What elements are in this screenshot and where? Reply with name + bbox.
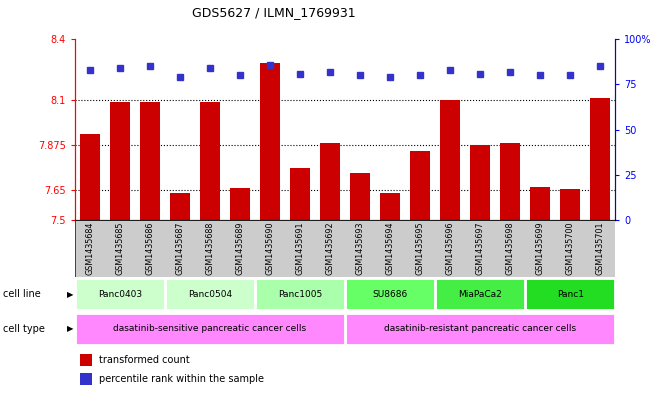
Bar bbox=[346, 314, 614, 344]
Text: GSM1435685: GSM1435685 bbox=[115, 222, 124, 275]
Bar bbox=[76, 314, 344, 344]
Bar bbox=[80, 354, 92, 366]
Text: GSM1435687: GSM1435687 bbox=[175, 222, 184, 275]
Bar bbox=[436, 279, 524, 309]
Bar bbox=[80, 373, 92, 385]
Text: GSM1435696: GSM1435696 bbox=[445, 222, 454, 275]
Text: GSM1435694: GSM1435694 bbox=[385, 222, 395, 275]
Text: Panc0403: Panc0403 bbox=[98, 290, 142, 299]
Bar bbox=[256, 279, 344, 309]
Bar bbox=[75, 220, 615, 277]
Text: Panc1005: Panc1005 bbox=[278, 290, 322, 299]
Text: GSM1435686: GSM1435686 bbox=[145, 222, 154, 275]
Bar bbox=[110, 101, 130, 220]
Bar bbox=[380, 193, 400, 220]
Text: GSM1435695: GSM1435695 bbox=[415, 222, 424, 275]
Bar bbox=[230, 188, 250, 220]
Text: GSM1435698: GSM1435698 bbox=[506, 222, 515, 275]
Bar bbox=[561, 189, 580, 220]
Bar bbox=[140, 101, 159, 220]
Text: dasatinib-sensitive pancreatic cancer cells: dasatinib-sensitive pancreatic cancer ce… bbox=[113, 324, 307, 333]
Text: GSM1435690: GSM1435690 bbox=[266, 222, 275, 275]
Text: GSM1435684: GSM1435684 bbox=[85, 222, 94, 275]
Bar bbox=[350, 173, 370, 220]
Text: GSM1435691: GSM1435691 bbox=[296, 222, 305, 275]
Text: GSM1435689: GSM1435689 bbox=[236, 222, 245, 275]
Bar bbox=[170, 193, 189, 220]
Text: transformed count: transformed count bbox=[99, 355, 190, 365]
Text: GSM1435688: GSM1435688 bbox=[206, 222, 214, 275]
Text: cell line: cell line bbox=[3, 289, 41, 299]
Bar bbox=[410, 151, 430, 220]
Text: percentile rank within the sample: percentile rank within the sample bbox=[99, 374, 264, 384]
Text: ▶: ▶ bbox=[67, 324, 74, 333]
Text: GSM1435692: GSM1435692 bbox=[326, 222, 335, 275]
Text: GSM1435693: GSM1435693 bbox=[355, 222, 365, 275]
Text: dasatinib-resistant pancreatic cancer cells: dasatinib-resistant pancreatic cancer ce… bbox=[384, 324, 576, 333]
Text: ▶: ▶ bbox=[67, 290, 74, 299]
Bar bbox=[471, 145, 490, 220]
Bar bbox=[290, 168, 310, 220]
Bar bbox=[440, 99, 460, 220]
Bar bbox=[80, 134, 100, 220]
Text: MiaPaCa2: MiaPaCa2 bbox=[458, 290, 502, 299]
Text: Panc0504: Panc0504 bbox=[188, 290, 232, 299]
Text: GSM1435697: GSM1435697 bbox=[476, 222, 484, 275]
Bar bbox=[320, 143, 340, 220]
Bar bbox=[346, 279, 434, 309]
Bar bbox=[76, 279, 163, 309]
Text: Panc1: Panc1 bbox=[557, 290, 584, 299]
Bar bbox=[531, 187, 550, 220]
Text: GSM1435701: GSM1435701 bbox=[596, 222, 605, 275]
Bar bbox=[260, 63, 280, 220]
Text: cell type: cell type bbox=[3, 324, 45, 334]
Text: GDS5627 / ILMN_1769931: GDS5627 / ILMN_1769931 bbox=[191, 6, 355, 19]
Text: GSM1435699: GSM1435699 bbox=[536, 222, 545, 275]
Bar bbox=[590, 97, 610, 220]
Bar bbox=[501, 143, 520, 220]
Bar bbox=[201, 101, 219, 220]
Bar bbox=[166, 279, 254, 309]
Bar bbox=[527, 279, 614, 309]
Text: GSM1435700: GSM1435700 bbox=[566, 222, 575, 275]
Text: SU8686: SU8686 bbox=[372, 290, 408, 299]
